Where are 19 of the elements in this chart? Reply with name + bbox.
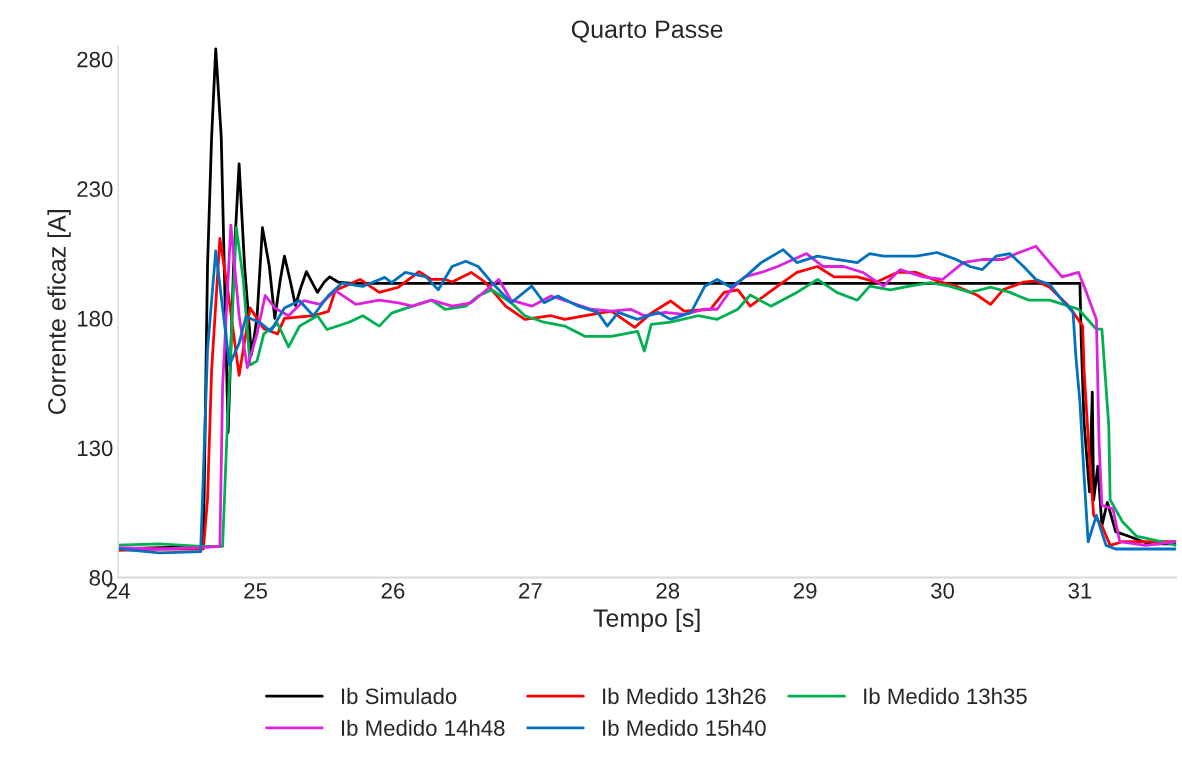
x-tick-label: 25: [244, 582, 268, 599]
x-tick-label: 31: [1068, 582, 1092, 599]
y-tick-label: 130: [77, 440, 113, 457]
legend-label: Ib Medido 14h48: [341, 719, 505, 736]
chart-title: Quarto Passe: [571, 20, 723, 43]
y-axis-title: Corrente eficaz [A]: [47, 210, 71, 415]
y-tick-label: 180: [77, 310, 113, 327]
legend-label: Ib Simulado: [341, 687, 457, 705]
x-tick-label: 30: [931, 582, 955, 599]
y-tick-label: 230: [77, 181, 113, 198]
x-tick-label: 29: [793, 582, 817, 599]
legend-label: Ib Medido 13h35: [864, 687, 1027, 705]
y-tick-label: 280: [77, 51, 113, 68]
x-axis-title: Tempo [s]: [593, 608, 700, 632]
x-tick-label: 26: [381, 582, 405, 599]
legend-label: Ib Medido 13h26: [603, 687, 766, 705]
x-tick-label: 28: [656, 582, 680, 599]
legend-label: Ib Medido 15h40: [603, 719, 766, 736]
x-tick-label: 27: [519, 582, 542, 599]
